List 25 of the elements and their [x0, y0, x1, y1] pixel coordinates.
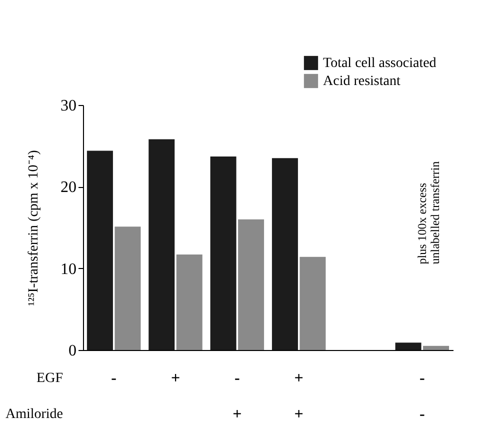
- legend-label: Acid resistant: [323, 74, 400, 89]
- annotation: plus 100x excess unlabelled transferrin: [415, 161, 442, 264]
- y-axis-title: ¹²⁵I-transferrin (cpm x 10⁻⁴): [26, 150, 42, 306]
- text: EGF: [36, 371, 64, 386]
- y-tick-label: 10: [60, 260, 76, 278]
- bar: [238, 219, 264, 350]
- bar: [423, 346, 450, 350]
- x-tick-label: + +: [294, 370, 304, 423]
- x-tick-label: +: [170, 370, 180, 387]
- bar: [148, 139, 175, 350]
- x-tick-label: - +: [232, 370, 242, 423]
- bar: [300, 256, 326, 350]
- bar: [176, 254, 202, 350]
- x-tick-label: - -: [420, 370, 425, 423]
- bar: [395, 342, 422, 350]
- legend-label: Total cell associated: [323, 56, 436, 71]
- bar: [114, 226, 141, 350]
- y-tick-label: 20: [60, 179, 76, 196]
- text: Amiloride: [5, 407, 63, 422]
- bar: [86, 150, 113, 350]
- bar: [210, 156, 236, 350]
- bar: [272, 158, 298, 350]
- y-tick-label: 30: [60, 98, 76, 114]
- x-tick-label: -: [111, 370, 116, 387]
- y-tick-label: 0: [68, 342, 76, 360]
